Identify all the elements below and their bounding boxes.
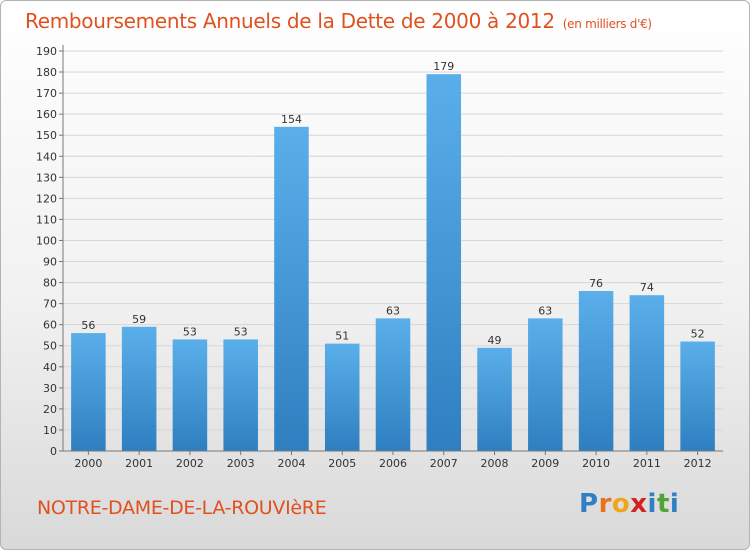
y-tick-label: 10 xyxy=(43,424,57,437)
logo-letter: x xyxy=(630,489,648,519)
chart-subtitle: (en milliers d'€) xyxy=(562,17,652,31)
logo-letter: i xyxy=(669,489,680,519)
value-label-2002: 53 xyxy=(183,325,197,338)
x-tick-label-2001: 2001 xyxy=(125,457,153,470)
value-label-2011: 74 xyxy=(640,281,654,294)
value-label-2010: 76 xyxy=(589,277,603,290)
y-tick-label: 0 xyxy=(50,445,57,458)
bar-2011 xyxy=(629,295,665,451)
x-tick-label-2009: 2009 xyxy=(531,457,559,470)
x-tick-label-2012: 2012 xyxy=(684,457,712,470)
value-label-2005: 51 xyxy=(335,330,349,343)
bar-2001 xyxy=(121,326,157,451)
y-tick-label: 50 xyxy=(43,340,57,353)
y-tick-label: 20 xyxy=(43,403,57,416)
value-label-2003: 53 xyxy=(234,325,248,338)
y-tick-label: 180 xyxy=(36,66,57,79)
logo-letter: t xyxy=(656,489,670,519)
x-tick-label-2004: 2004 xyxy=(277,457,305,470)
bar-2008 xyxy=(477,347,512,451)
value-label-2001: 59 xyxy=(132,313,146,326)
x-tick-label-2011: 2011 xyxy=(633,457,661,470)
value-label-2004: 154 xyxy=(281,113,302,126)
y-tick-label: 80 xyxy=(43,277,57,290)
logo-letter: o xyxy=(611,489,631,519)
value-label-2008: 49 xyxy=(488,334,502,347)
value-label-2007: 179 xyxy=(433,60,454,73)
bar-2003 xyxy=(223,339,258,451)
y-tick-label: 130 xyxy=(36,171,57,184)
chart-title-text: Remboursements Annuels de la Dette de 20… xyxy=(25,9,555,33)
logo-letter: P xyxy=(579,489,599,519)
y-tick-label: 40 xyxy=(43,361,57,374)
x-tick-label-2010: 2010 xyxy=(582,457,610,470)
bar-2012 xyxy=(680,341,715,451)
value-label-2000: 56 xyxy=(81,319,95,332)
chart-title: Remboursements Annuels de la Dette de 20… xyxy=(25,9,652,33)
y-tick-label: 30 xyxy=(43,382,57,395)
y-tick-label: 150 xyxy=(36,129,57,142)
proxiti-logo: Proxiti xyxy=(579,489,679,519)
y-tick-label: 190 xyxy=(36,45,57,58)
bar-2009 xyxy=(528,318,563,451)
bar-2000 xyxy=(71,333,106,451)
x-tick-label-2007: 2007 xyxy=(430,457,458,470)
y-tick-label: 110 xyxy=(36,213,57,226)
y-tick-label: 120 xyxy=(36,192,57,205)
bar-2007 xyxy=(426,74,462,451)
x-tick-label-2003: 2003 xyxy=(227,457,255,470)
logo-letter: r xyxy=(598,489,612,519)
y-tick-label: 160 xyxy=(36,108,57,121)
y-tick-label: 140 xyxy=(36,150,57,163)
x-tick-label-2005: 2005 xyxy=(328,457,356,470)
y-tick-label: 70 xyxy=(43,298,57,311)
y-tick-label: 60 xyxy=(43,319,57,332)
y-tick-label: 90 xyxy=(43,256,57,269)
value-label-2006: 63 xyxy=(386,304,400,317)
bar-2010 xyxy=(578,291,614,451)
bar-2006 xyxy=(375,318,411,451)
value-label-2009: 63 xyxy=(538,304,552,317)
bar-2002 xyxy=(172,339,208,451)
value-label-2012: 52 xyxy=(691,328,705,341)
logo-letter: i xyxy=(647,489,657,519)
x-tick-label-2002: 2002 xyxy=(176,457,204,470)
x-tick-label-2006: 2006 xyxy=(379,457,407,470)
bar-2004 xyxy=(274,126,309,451)
bars: 56 59 53 53 154 51 63 179 49 63 76 74 52 xyxy=(71,60,715,451)
x-tick-label-2000: 2000 xyxy=(74,457,102,470)
commune-name: NOTRE-DAME-DE-LA-ROUVIèRE xyxy=(37,497,327,519)
bar-2005 xyxy=(324,343,360,451)
x-tick-label-2008: 2008 xyxy=(481,457,509,470)
y-tick-label: 170 xyxy=(36,87,57,100)
y-tick-label: 100 xyxy=(36,234,57,247)
axes: 0 10 20 30 40 50 60 70 80 90 100 110 120 130 140 150 160… xyxy=(36,45,723,470)
